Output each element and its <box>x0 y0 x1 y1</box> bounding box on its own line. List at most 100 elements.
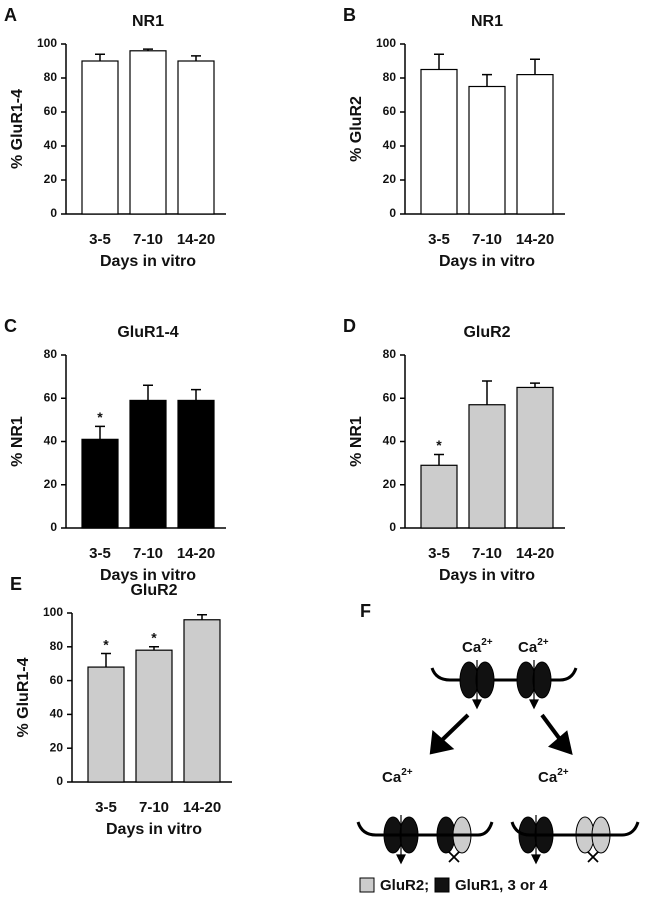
bar <box>516 386 554 529</box>
error-bar <box>482 380 492 405</box>
x-axis-label: Days in vitro <box>100 567 196 584</box>
error-bar <box>197 613 207 620</box>
chart-title: GluR2 <box>463 324 510 341</box>
panel-letter: C <box>4 316 17 336</box>
bar <box>87 666 125 783</box>
x-axis-label: Days in vitro <box>100 253 196 270</box>
error-bar <box>143 48 153 51</box>
ion-label: Ca2+ <box>462 637 493 656</box>
chart-title: GluR2 <box>130 582 177 599</box>
y-tick-label: 40 <box>383 138 397 152</box>
error-bar <box>191 388 201 401</box>
chart-title: NR1 <box>471 13 503 30</box>
membrane <box>430 667 578 682</box>
bar <box>135 649 173 783</box>
x-tick-label: 7-10 <box>133 545 163 562</box>
membrane <box>510 821 640 837</box>
chart-title: GluR1-4 <box>117 324 178 341</box>
ion-label: Ca2+ <box>538 767 569 786</box>
bar <box>516 73 554 215</box>
error-bar <box>530 58 540 75</box>
ion-arrows <box>396 660 541 865</box>
y-tick-label: 80 <box>44 70 58 84</box>
y-tick-label: 40 <box>383 434 397 448</box>
error-bar <box>143 384 153 401</box>
y-tick-label: 100 <box>376 36 396 50</box>
y-tick-label: 20 <box>44 172 58 186</box>
error-bar <box>434 53 444 70</box>
panel-letter: E <box>10 574 22 594</box>
y-tick-label: 100 <box>37 36 57 50</box>
bar <box>81 60 119 215</box>
significance-marker: * <box>97 409 103 425</box>
error-bar <box>101 652 111 668</box>
subunits <box>383 661 554 854</box>
y-tick-label: 80 <box>44 347 58 361</box>
y-tick-label: 20 <box>50 740 64 754</box>
x-tick-label: 3-5 <box>428 545 450 562</box>
x-tick-label: 3-5 <box>89 231 111 248</box>
ion-label: Ca2+ <box>382 767 413 786</box>
y-axis-label: % NR1 <box>9 416 26 467</box>
bar <box>129 399 167 529</box>
bar <box>183 619 221 783</box>
y-tick-label: 20 <box>383 172 397 186</box>
y-tick-label: 20 <box>383 477 397 491</box>
legend-label: GluR1, 3 or 4 <box>455 877 548 894</box>
x-tick-label: 14-20 <box>177 231 215 248</box>
x-tick-label: 3-5 <box>89 545 111 562</box>
panel-letter: B <box>343 5 356 25</box>
x-tick-label: 7-10 <box>472 545 502 562</box>
y-axis-label: % GluR1-4 <box>15 657 32 737</box>
y-tick-label: 0 <box>56 774 63 788</box>
bar <box>420 68 458 215</box>
transition-arrows <box>429 713 573 756</box>
y-tick-label: 20 <box>44 477 58 491</box>
panel-letter: F <box>360 601 371 621</box>
y-tick-label: 60 <box>383 104 397 118</box>
y-tick-label: 100 <box>43 605 63 619</box>
bar <box>177 60 215 215</box>
x-tick-label: 14-20 <box>183 799 221 816</box>
y-tick-label: 80 <box>383 70 397 84</box>
y-tick-label: 80 <box>383 347 397 361</box>
error-bar <box>482 73 492 87</box>
y-tick-label: 60 <box>44 390 58 404</box>
x-tick-label: 14-20 <box>516 231 554 248</box>
significance-marker: * <box>151 630 157 646</box>
significance-marker: * <box>103 636 109 652</box>
legend-swatch <box>434 877 450 893</box>
bar <box>177 399 215 529</box>
bar <box>81 438 119 529</box>
error-bar <box>191 55 201 61</box>
bar <box>129 50 167 215</box>
blocked <box>448 851 599 863</box>
bar <box>420 464 458 529</box>
panel-letter: D <box>343 316 356 336</box>
y-axis-label: % GluR2 <box>348 96 365 162</box>
y-tick-label: 80 <box>50 639 64 653</box>
y-tick-label: 60 <box>50 673 64 687</box>
y-tick-label: 40 <box>50 707 64 721</box>
y-tick-label: 40 <box>44 138 58 152</box>
legend-label: GluR2; <box>380 877 429 894</box>
membrane <box>356 821 494 837</box>
x-axis-label: Days in vitro <box>439 567 535 584</box>
panel-letter: A <box>4 5 17 25</box>
x-tick-label: 14-20 <box>516 545 554 562</box>
diagram: F Ca2+ Ca2+ Ca2+ Ca2+ GluR2; GluR1, 3 or… <box>356 601 640 894</box>
x-axis-label: Days in vitro <box>106 821 202 838</box>
x-tick-label: 7-10 <box>472 231 502 248</box>
bar <box>468 404 506 529</box>
x-axis-label: Days in vitro <box>439 253 535 270</box>
y-tick-label: 60 <box>44 104 58 118</box>
error-bar <box>95 53 105 61</box>
error-bar <box>530 382 540 388</box>
x-tick-label: 14-20 <box>177 545 215 562</box>
y-axis-label: % NR1 <box>348 416 365 467</box>
y-axis-label: % GluR1-4 <box>9 89 26 169</box>
y-tick-label: 0 <box>389 520 396 534</box>
y-tick-label: 0 <box>50 206 57 220</box>
error-bar <box>149 646 159 651</box>
